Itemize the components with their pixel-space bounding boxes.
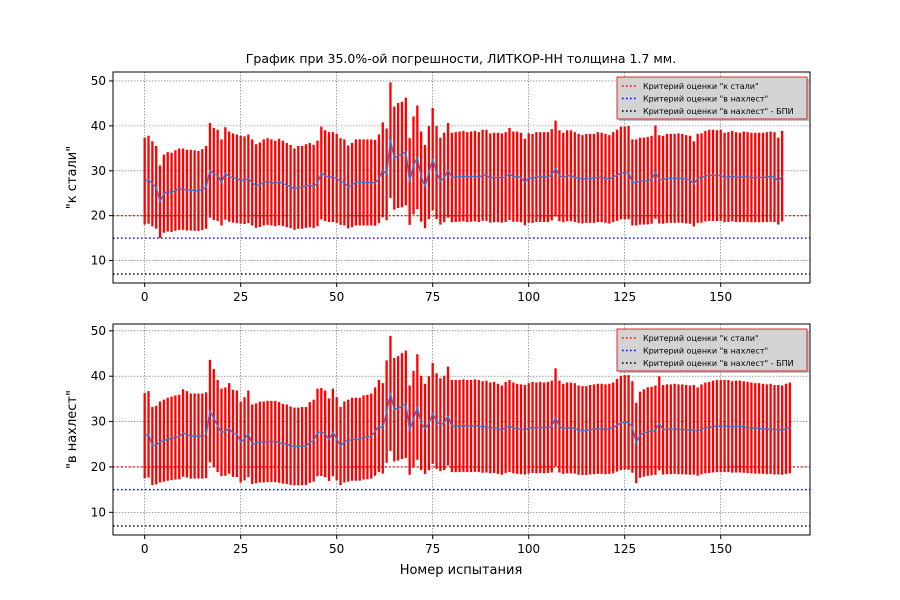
y-tick-label: 30 (91, 164, 106, 178)
data-series-line (144, 392, 791, 448)
x-tick-label: 100 (517, 290, 540, 304)
y-axis-label: "в нахлест" (65, 390, 80, 469)
legend-entry-2: Критерий оценки "в нахлест" - БПИ (643, 107, 794, 116)
legend-entry-2: Критерий оценки "в нахлест" - БПИ (643, 359, 794, 368)
y-tick-label: 50 (91, 324, 106, 338)
x-tick-label: 50 (329, 290, 344, 304)
y-axis-label: "к стали" (65, 146, 80, 209)
x-tick-label: 100 (517, 542, 540, 556)
data-series-line (144, 139, 783, 203)
x-tick-label: 125 (613, 290, 636, 304)
bottom-subplot-overlap: 0 25 50 75 100 125 150 10 20 30 40 50 "в нахлест" Кри… (65, 323, 811, 556)
y-tick-label: 40 (91, 119, 106, 133)
x-tick-label: 75 (425, 290, 440, 304)
x-tick-label: 25 (233, 542, 248, 556)
y-tick-label: 10 (91, 254, 106, 268)
x-tick-label: 125 (613, 542, 636, 556)
y-tick-label: 50 (91, 74, 106, 88)
y-tick-label: 30 (91, 415, 106, 429)
x-tick-label: 0 (141, 542, 149, 556)
axes-frame (112, 71, 811, 284)
legend: Критерий оценки "к стали" Критерий оценки… (616, 328, 809, 373)
legend-entry-1: Критерий оценки "в нахлест" (643, 95, 768, 104)
y-tick-label: 40 (91, 369, 106, 383)
x-tick-label: 50 (329, 542, 344, 556)
legend-box (616, 76, 808, 120)
x-tick-label: 25 (233, 290, 248, 304)
x-tick-label: 150 (709, 542, 732, 556)
x-tick-label: 150 (709, 290, 732, 304)
legend-entry-0: Критерий оценки "к стали" (643, 334, 759, 343)
axes-frame (112, 323, 811, 536)
y-tick-label: 20 (91, 209, 106, 223)
legend-entry-1: Критерий оценки "в нахлест" (643, 347, 768, 356)
legend: Критерий оценки "к стали" Критерий оценки… (616, 76, 809, 121)
legend-entry-0: Критерий оценки "к стали" (643, 82, 759, 91)
x-axis-label: Номер испытания (400, 563, 523, 578)
legend-box (616, 328, 808, 372)
top-subplot-steel: 0 25 50 75 100 125 150 10 20 30 40 50 "к стали" Крите… (65, 71, 811, 304)
y-tick-label: 10 (91, 505, 106, 519)
x-tick-label: 0 (141, 290, 149, 304)
x-tick-label: 75 (425, 542, 440, 556)
y-tick-label: 20 (91, 460, 106, 474)
chart-title: График при 35.0%-ой погрешности, ЛИТКОР-… (246, 51, 676, 66)
